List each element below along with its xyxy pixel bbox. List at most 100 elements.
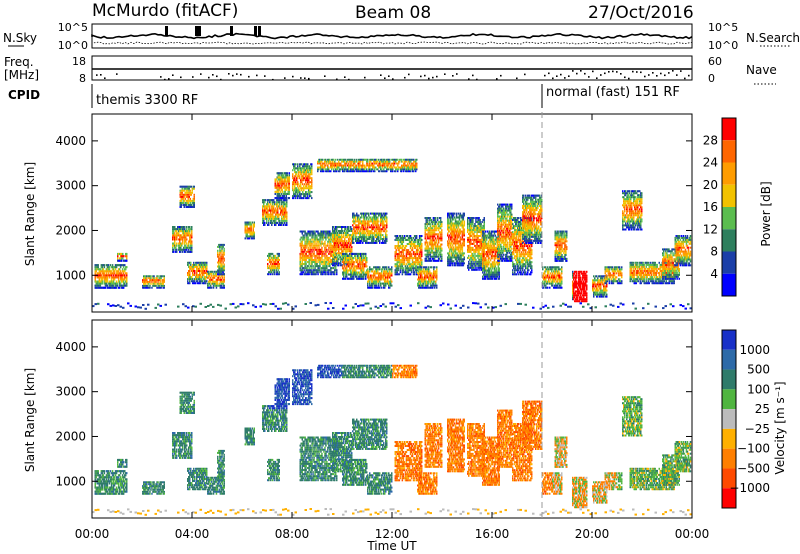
heatmap-cell xyxy=(280,213,282,216)
heatmap-cell xyxy=(200,280,202,283)
heatmap-cell xyxy=(283,223,285,226)
heatmap-cell xyxy=(368,214,370,217)
heatmap-cell xyxy=(308,267,310,270)
heatmap-cell xyxy=(300,185,302,188)
heatmap-cell xyxy=(354,214,356,217)
heatmap-cell xyxy=(219,280,222,283)
heatmap-cell xyxy=(386,236,388,239)
nave-point xyxy=(572,70,574,72)
heatmap-cell xyxy=(334,273,336,276)
heatmap-cell xyxy=(398,253,401,256)
nsearch-tick-bottom: 10^0 xyxy=(708,39,738,52)
heatmap-cell xyxy=(352,257,354,260)
heatmap-cell xyxy=(204,280,206,283)
heatmap-cell xyxy=(155,277,157,280)
nave-point xyxy=(584,72,586,75)
heatmap-cell xyxy=(275,221,277,224)
nsky-spike xyxy=(230,26,233,36)
heatmap-cell xyxy=(273,254,276,257)
heatmap-cell xyxy=(199,276,201,279)
heatmap-cell xyxy=(119,252,121,256)
heatmap-cell xyxy=(358,257,360,260)
heatmap-cell xyxy=(355,257,357,260)
heatmap-cell xyxy=(299,185,301,188)
heatmap-cell xyxy=(370,241,372,244)
heatmap-cell xyxy=(398,168,400,171)
heatmap-cell xyxy=(416,162,418,165)
heatmap-cell xyxy=(341,246,343,249)
heatmap-cell xyxy=(341,238,343,241)
heatmap-cell xyxy=(275,269,278,272)
heatmap-cell xyxy=(413,243,416,245)
heatmap-cell xyxy=(219,251,221,254)
cpid-segment-1: themis 3300 RF xyxy=(96,93,198,108)
heatmap-cell xyxy=(357,271,359,274)
heatmap-cell xyxy=(121,255,123,258)
heatmap-cell xyxy=(296,183,298,186)
heatmap-cell xyxy=(94,284,96,287)
heatmap-cell xyxy=(357,241,359,244)
heatmap-cell xyxy=(369,280,371,283)
heatmap-cell xyxy=(363,222,365,225)
heatmap-cell xyxy=(336,262,338,265)
heatmap-cell xyxy=(339,254,341,257)
heatmap-cell xyxy=(340,262,342,265)
heatmap-cell xyxy=(303,269,305,272)
heatmap-cell xyxy=(115,282,118,285)
heatmap-cell xyxy=(324,252,326,255)
heatmap-cell xyxy=(160,277,162,280)
heatmap-cell xyxy=(348,277,350,280)
heatmap-cell xyxy=(184,232,186,235)
heatmap-cell xyxy=(117,272,120,275)
heatmap-cell xyxy=(356,267,358,270)
nave-point xyxy=(284,77,286,79)
heatmap-cell xyxy=(300,240,302,243)
heatmap-cell xyxy=(272,267,275,270)
heatmap-cell xyxy=(288,182,290,185)
heatmap-cell xyxy=(288,197,290,200)
heatmap-cell xyxy=(426,219,429,222)
heatmap-cell xyxy=(358,263,360,266)
heatmap-cell xyxy=(344,230,346,232)
heatmap-cell xyxy=(300,244,302,247)
heatmap-cell xyxy=(154,284,156,287)
heatmap-cell xyxy=(347,230,349,232)
heatmap-cell xyxy=(345,261,347,264)
heatmap-cell xyxy=(209,278,212,281)
heatmap-cell xyxy=(358,252,360,255)
heatmap-cell xyxy=(363,230,365,233)
heatmap-cell xyxy=(339,170,341,173)
heatmap-cell xyxy=(201,276,203,279)
heatmap-cell xyxy=(351,257,353,260)
heatmap-cell xyxy=(180,204,182,206)
heatmap-cell xyxy=(118,259,120,262)
heatmap-cell xyxy=(356,261,358,264)
heatmap-cell xyxy=(312,230,314,233)
heatmap-cell xyxy=(305,232,307,235)
heatmap-cell xyxy=(304,242,306,245)
heatmap-cell xyxy=(176,238,178,241)
heatmap-cell xyxy=(104,278,107,281)
heatmap-cell xyxy=(212,284,215,287)
heatmap-cell xyxy=(353,220,355,223)
heatmap-cell xyxy=(338,226,340,228)
heatmap-cell xyxy=(360,232,362,235)
heatmap-cell xyxy=(348,257,350,260)
heatmap-cell xyxy=(313,230,315,233)
heatmap-cell xyxy=(309,169,311,172)
heatmap-cell xyxy=(366,273,368,276)
heatmap-cell xyxy=(184,244,186,247)
heatmap-cell xyxy=(297,197,299,200)
heatmap-cell xyxy=(365,224,367,227)
heatmap-cell xyxy=(337,252,339,255)
heatmap-cell xyxy=(288,188,290,191)
heatmap-cell xyxy=(362,232,364,235)
heatmap-cell xyxy=(273,215,275,218)
heatmap-cell xyxy=(370,232,372,235)
nsky-spike xyxy=(195,26,198,36)
heatmap-cell xyxy=(188,240,190,243)
heatmap-cell xyxy=(185,240,187,243)
heatmap-cell xyxy=(219,249,221,252)
heatmap-cell xyxy=(184,226,186,229)
heatmap-cell xyxy=(191,236,193,239)
